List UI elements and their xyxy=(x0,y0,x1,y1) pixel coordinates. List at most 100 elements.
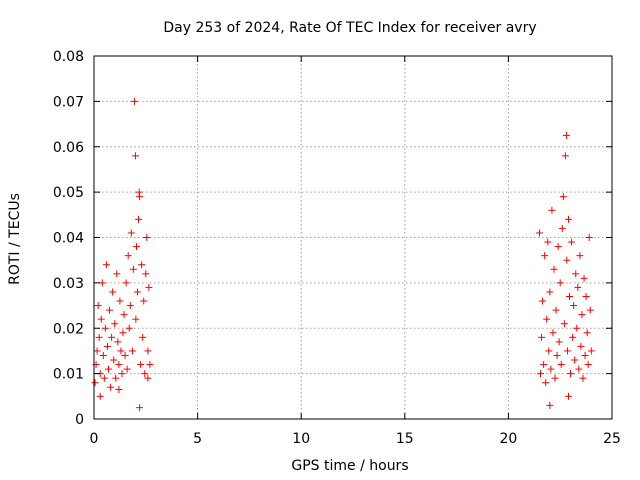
data-point xyxy=(556,279,564,287)
data-point xyxy=(575,365,583,373)
data-point xyxy=(144,374,152,382)
data-point xyxy=(109,288,117,296)
data-point xyxy=(552,306,560,314)
data-point xyxy=(545,347,553,355)
data-points xyxy=(91,97,595,412)
data-point xyxy=(112,374,120,382)
data-point xyxy=(586,306,594,314)
data-point xyxy=(570,302,578,310)
data-point xyxy=(557,361,565,369)
y-axis-label: ROTI / TECUs xyxy=(7,193,23,285)
data-point xyxy=(94,302,102,310)
data-point xyxy=(103,342,111,350)
data-point xyxy=(136,404,144,412)
data-point xyxy=(548,206,556,214)
data-point xyxy=(108,333,116,341)
data-point xyxy=(537,370,545,378)
data-point xyxy=(114,338,122,346)
y-tick-label: 0.07 xyxy=(53,94,84,110)
data-point xyxy=(119,329,127,337)
data-point xyxy=(564,215,572,223)
data-point xyxy=(571,356,579,364)
data-point xyxy=(144,347,152,355)
data-point xyxy=(139,333,147,341)
data-point xyxy=(132,315,140,323)
data-point xyxy=(95,333,103,341)
data-point xyxy=(543,315,551,323)
data-point xyxy=(107,383,115,391)
data-point xyxy=(555,338,563,346)
data-point xyxy=(574,283,582,291)
data-point xyxy=(578,311,586,319)
data-point xyxy=(113,270,121,278)
data-point xyxy=(542,379,550,387)
data-point xyxy=(566,292,574,300)
data-point xyxy=(583,329,591,337)
y-tick-label: 0.04 xyxy=(53,231,84,247)
data-point xyxy=(587,347,595,355)
x-tick-label: 20 xyxy=(499,431,517,447)
data-point xyxy=(118,370,126,378)
data-point xyxy=(559,193,567,201)
data-point xyxy=(577,342,585,350)
data-point xyxy=(126,302,134,310)
data-point xyxy=(135,215,143,223)
data-point xyxy=(582,292,590,300)
data-point xyxy=(573,324,581,332)
data-point xyxy=(564,392,572,400)
data-point xyxy=(123,365,131,373)
data-point xyxy=(145,283,153,291)
data-point xyxy=(138,261,146,269)
data-point xyxy=(131,152,139,160)
data-point xyxy=(91,379,99,387)
data-point xyxy=(132,243,140,251)
data-point xyxy=(128,347,136,355)
x-tick-label: 25 xyxy=(603,431,621,447)
data-point xyxy=(558,224,566,232)
data-point xyxy=(584,361,592,369)
data-point xyxy=(562,131,570,139)
data-point xyxy=(580,274,588,282)
data-point xyxy=(561,152,569,160)
data-point xyxy=(569,333,577,341)
x-axis-label: GPS time / hours xyxy=(291,458,408,474)
data-point xyxy=(115,361,123,369)
data-point xyxy=(547,365,555,373)
data-point xyxy=(539,297,547,305)
data-point xyxy=(93,347,101,355)
data-point xyxy=(130,97,138,105)
data-point xyxy=(115,386,123,394)
y-tick-label: 0.03 xyxy=(53,276,84,292)
y-tick-label: 0.05 xyxy=(53,185,84,201)
data-point xyxy=(96,392,104,400)
data-point xyxy=(546,288,554,296)
data-point xyxy=(141,370,149,378)
data-point xyxy=(99,351,107,359)
y-tick-label: 0.08 xyxy=(53,49,84,65)
data-point xyxy=(140,297,148,305)
data-point xyxy=(143,234,151,241)
data-point xyxy=(111,320,119,328)
data-point xyxy=(124,252,132,260)
data-point xyxy=(585,234,593,241)
data-point xyxy=(100,374,108,382)
data-point xyxy=(541,252,549,260)
data-point xyxy=(97,315,105,323)
y-tick-label: 0.06 xyxy=(53,140,84,156)
data-point xyxy=(549,329,557,337)
data-point xyxy=(110,356,118,364)
data-point xyxy=(136,193,144,201)
x-tick-labels: 0 5 10 15 20 25 xyxy=(90,431,621,447)
data-point xyxy=(105,365,113,373)
data-point xyxy=(563,347,571,355)
x-tick-label: 10 xyxy=(292,431,310,447)
data-point xyxy=(576,252,584,260)
chart-title: Day 253 of 2024, Rate Of TEC Index for r… xyxy=(163,20,536,36)
data-point xyxy=(581,351,589,359)
data-point xyxy=(127,229,135,237)
data-point xyxy=(125,324,133,332)
data-point xyxy=(134,288,142,296)
data-point xyxy=(137,361,145,369)
